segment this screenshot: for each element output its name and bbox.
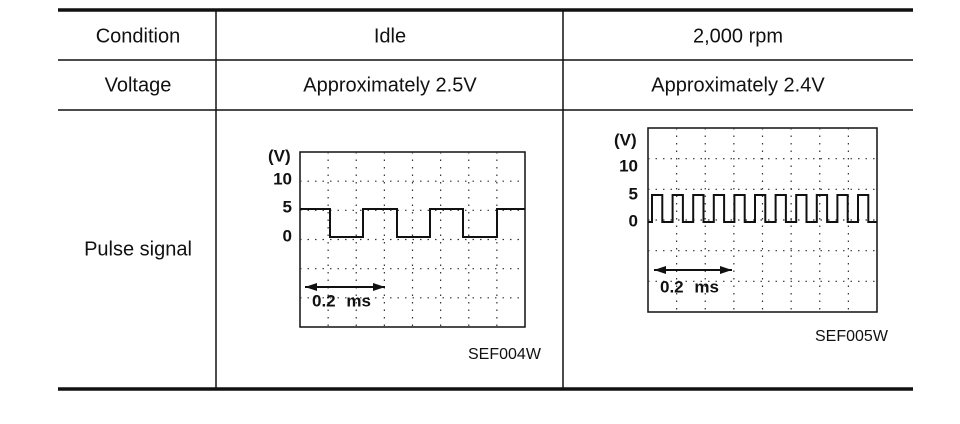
y-label: 10 [619, 156, 638, 175]
y-label: 10 [273, 169, 292, 188]
waveform [648, 194, 877, 223]
row-label: Pulse signal [84, 238, 192, 260]
header-cell: Idle [374, 25, 406, 47]
y-unit: (V) [268, 146, 291, 165]
arrow-head [720, 266, 732, 274]
cell: Approximately 2.5V [303, 74, 477, 96]
y-label: 5 [283, 197, 292, 216]
header-cell: Condition [96, 25, 181, 47]
arrow-head [373, 283, 385, 291]
waveform [300, 208, 525, 238]
y-label: 0 [283, 226, 292, 245]
figure-id: SEF004W [468, 346, 542, 363]
y-label: 5 [629, 184, 638, 203]
arrow-head [305, 283, 317, 291]
cell: Approximately 2.4V [651, 74, 825, 96]
table-rules [58, 8, 913, 391]
row-label: Voltage [105, 74, 172, 96]
time-scale: 0.2 ms [312, 291, 371, 310]
scope-figure: (V) 10 5 0 0.2 ms SEF004W [268, 146, 542, 363]
y-label: 0 [629, 211, 638, 230]
y-unit: (V) [614, 130, 637, 149]
figures: (V) 10 5 0 0.2 ms SEF004W (V) 10 5 0 0.2 ms SEF005W [268, 127, 889, 363]
figure-id: SEF005W [815, 328, 889, 345]
time-scale: 0.2 ms [660, 277, 719, 296]
header-cell: 2,000 rpm [693, 25, 783, 47]
arrow-head [654, 266, 666, 274]
scope-figure: (V) 10 5 0 0.2 ms SEF005W [614, 127, 889, 345]
